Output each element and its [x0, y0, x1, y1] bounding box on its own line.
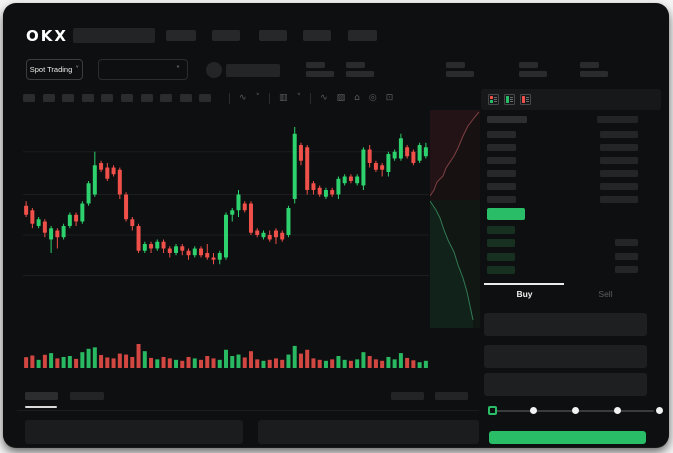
toolbar-separator: [229, 92, 230, 104]
active-tab-underline: [25, 406, 57, 408]
timeframe-button-placeholder[interactable]: [23, 94, 35, 102]
ticker-stat-placeholder: [519, 62, 549, 77]
orderbook-asks-view-icon[interactable]: [520, 94, 531, 105]
history-panel-placeholder[interactable]: [258, 420, 479, 444]
orders-panel-placeholder[interactable]: [25, 420, 243, 444]
chart-tools: ∿ ˅ ▥ ˅ ∿ ▨ ⌂ ◎ ⊡: [229, 91, 393, 105]
buy-submit-button[interactable]: [489, 431, 646, 444]
tab-buy[interactable]: Buy: [516, 289, 533, 299]
chevron-down-icon[interactable]: ˅: [255, 92, 261, 103]
orderbook-bid-row[interactable]: [487, 253, 638, 261]
orderbook-ask-row[interactable]: [487, 157, 638, 164]
timeframe-button-placeholder[interactable]: [42, 94, 55, 102]
order-form-field[interactable]: [484, 313, 647, 336]
pair-selector-dropdown[interactable]: ˅: [98, 59, 188, 80]
volume-chart[interactable]: [23, 344, 429, 369]
okx-logo[interactable]: OKX: [26, 27, 68, 45]
orderbook-bid-row[interactable]: [487, 226, 638, 234]
divider: [17, 410, 479, 411]
candlestick-chart[interactable]: [23, 109, 429, 335]
amount-column-header-placeholder: [597, 116, 638, 123]
order-form-field[interactable]: [484, 345, 647, 368]
bottom-action-placeholder[interactable]: [391, 392, 424, 400]
ticker-stat-placeholder: [580, 62, 610, 77]
okx-trading-window: OKX Spot Trading ˅ ˅ ∿ ˅ ▥ ˅ ∿ ▨ ⌂ ◎ ⊡ Buy Sell: [3, 3, 669, 447]
orderbook-bid-row[interactable]: [487, 266, 638, 274]
orderbook-ask-row[interactable]: [487, 170, 638, 177]
depth-chart[interactable]: [430, 110, 480, 328]
toolbar-separator: [310, 92, 312, 104]
orderbook-ask-row[interactable]: [487, 196, 638, 203]
timeframe-button-placeholder[interactable]: [101, 94, 114, 102]
market-type-dropdown[interactable]: Spot Trading ˅: [26, 59, 83, 80]
coin-icon: [206, 62, 222, 78]
snapshot-icon[interactable]: ⌂: [354, 92, 360, 103]
market-type-label: Spot Trading: [29, 65, 73, 74]
last-price-badge[interactable]: [487, 208, 525, 220]
slider-dot[interactable]: [656, 407, 663, 414]
slider-dot[interactable]: [530, 407, 537, 414]
slider-dot[interactable]: [614, 407, 621, 414]
timeframe-button-placeholder[interactable]: [121, 94, 133, 102]
timeframe-button-placeholder[interactable]: [140, 94, 153, 102]
slider-dot[interactable]: [572, 407, 579, 414]
chart-settings-icon[interactable]: ◎: [368, 92, 377, 103]
timeframe-button-placeholder[interactable]: [160, 94, 173, 102]
ticker-stat-placeholder: [346, 62, 376, 77]
chevron-down-icon: ˅: [75, 64, 80, 74]
slider-dot[interactable]: [488, 406, 497, 415]
order-form-field[interactable]: [484, 373, 647, 396]
orderbook-ask-row[interactable]: [487, 144, 638, 151]
orderbook-both-view-icon[interactable]: [488, 94, 499, 105]
nav-item-placeholder[interactable]: [166, 30, 196, 41]
chevron-down-icon[interactable]: ˅: [296, 92, 302, 103]
orderbook-ask-row[interactable]: [487, 131, 638, 138]
chevron-down-icon: ˅: [176, 64, 180, 74]
fullscreen-icon[interactable]: ⊡: [385, 92, 394, 103]
line-style-icon[interactable]: ∿: [239, 92, 247, 103]
compare-icon[interactable]: ▨: [336, 92, 346, 103]
search-bar-placeholder[interactable]: [73, 28, 155, 43]
pair-name-placeholder: [226, 64, 280, 77]
timeframe-button-placeholder[interactable]: [62, 94, 75, 102]
indicators-icon[interactable]: ∿: [320, 92, 328, 103]
nav-item-placeholder[interactable]: [303, 30, 331, 41]
timeframe-button-placeholder[interactable]: [81, 94, 94, 102]
orderbook-bid-row[interactable]: [487, 239, 638, 247]
timeframe-button-placeholder[interactable]: [199, 94, 212, 102]
bottom-tab-active-placeholder[interactable]: [25, 392, 58, 400]
orderbook-bids-view-icon[interactable]: [504, 94, 515, 105]
candle-type-icon[interactable]: ▥: [279, 92, 288, 103]
bottom-action-placeholder[interactable]: [435, 392, 468, 400]
tab-sell[interactable]: Sell: [598, 289, 613, 299]
price-column-header-placeholder: [487, 116, 527, 123]
active-tab-indicator: [484, 283, 564, 285]
orderbook-ask-row[interactable]: [487, 183, 638, 190]
bottom-tab-placeholder[interactable]: [70, 392, 104, 400]
nav-item-placeholder[interactable]: [259, 30, 287, 41]
toolbar-separator: [269, 92, 271, 104]
nav-item-placeholder[interactable]: [212, 30, 240, 41]
orderbook-column-headers: [487, 116, 638, 123]
ticker-stat-placeholder: [446, 62, 476, 77]
timeframe-button-placeholder[interactable]: [179, 94, 192, 102]
nav-item-placeholder[interactable]: [348, 30, 377, 41]
ticker-stat-placeholder: [306, 62, 336, 77]
